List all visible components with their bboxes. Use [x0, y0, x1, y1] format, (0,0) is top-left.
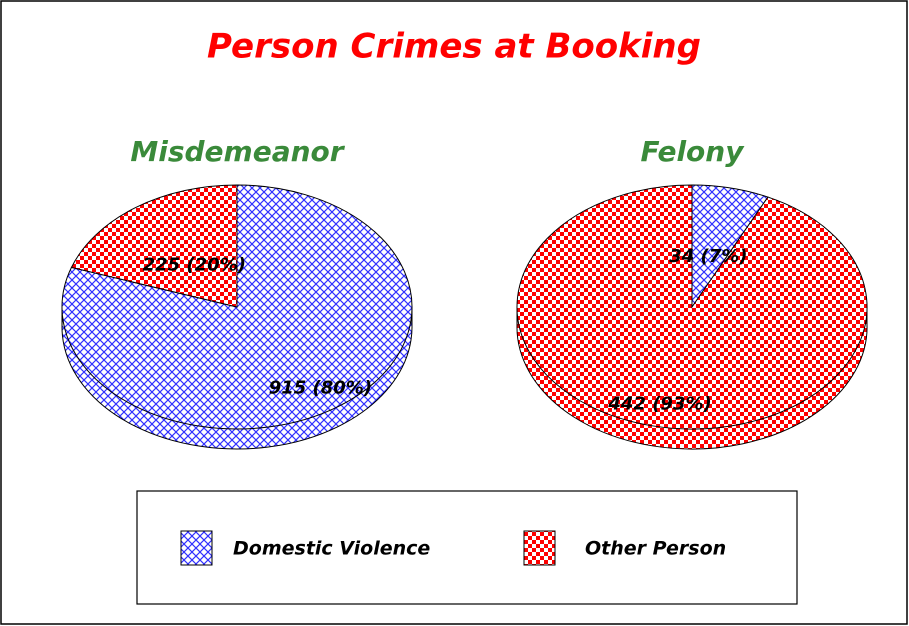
pie-title: Felony — [641, 135, 746, 168]
value-label: 915 (80%) — [269, 377, 372, 398]
slice — [516, 184, 868, 430]
chart-title: Person Crimes at Booking — [207, 27, 701, 67]
legend-swatch — [180, 530, 213, 566]
pie-title: Misdemeanor — [130, 135, 345, 168]
legend-box — [136, 490, 798, 605]
legend-swatch — [523, 530, 556, 566]
legend-label: Other Person — [585, 538, 726, 560]
value-label: 225 (20%) — [143, 254, 246, 275]
value-label: 442 (93%) — [607, 394, 711, 415]
value-label: 34 (7%) — [669, 246, 747, 267]
legend-label: Domestic Violence — [233, 538, 430, 560]
slice — [70, 184, 238, 308]
